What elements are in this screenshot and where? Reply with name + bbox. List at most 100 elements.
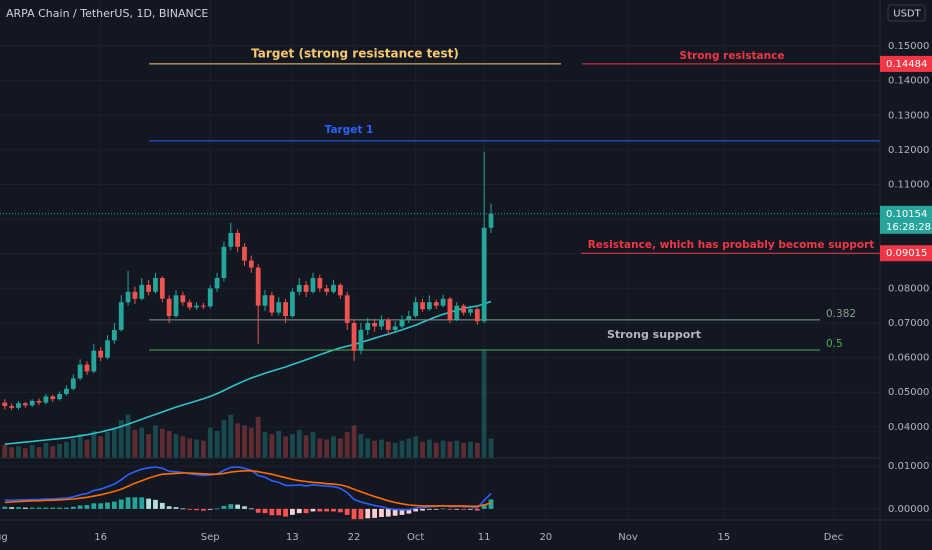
- y-tick-label: 0.11000: [888, 180, 929, 191]
- macd-histogram-bar: [91, 503, 97, 509]
- y-tick-label: 0.12000: [888, 145, 929, 156]
- candle-body: [344, 295, 350, 323]
- macd-histogram-bar: [153, 499, 158, 509]
- candle-body: [379, 319, 384, 327]
- candle-body: [64, 388, 69, 394]
- grid: [0, 0, 880, 520]
- volume-bar: [262, 432, 268, 458]
- candle-body: [447, 298, 453, 320]
- candle-body: [454, 305, 460, 320]
- macd-histogram-bar: [420, 508, 425, 511]
- x-tick-label: 15: [717, 532, 730, 543]
- x-tick-label: 20: [539, 532, 552, 543]
- macd-histogram-bar: [426, 508, 432, 510]
- macd-histogram-bar: [132, 497, 138, 509]
- last-price-badge: [880, 205, 932, 234]
- level-label: Resistance, which has probably become su…: [588, 239, 875, 251]
- macd-histogram-bar: [214, 508, 220, 510]
- candle-body: [392, 326, 398, 330]
- candle-body: [406, 316, 412, 320]
- macd-histogram-bar: [200, 508, 206, 511]
- macd-histogram-bar: [379, 508, 384, 518]
- currency-label[interactable]: USDT: [893, 9, 921, 20]
- volume-bar: [235, 423, 241, 458]
- volume-bar: [146, 434, 152, 458]
- volume-bar: [228, 414, 234, 458]
- volume-bar: [118, 420, 124, 458]
- candle-body: [132, 291, 138, 299]
- candle-body: [474, 309, 480, 322]
- macd-histogram-bar: [481, 504, 487, 509]
- volume-bar: [337, 438, 343, 458]
- volume-bar: [290, 434, 295, 458]
- candle-body: [22, 403, 28, 406]
- candle-body: [242, 246, 247, 261]
- volume-bar: [125, 414, 131, 458]
- price-badge: [880, 245, 932, 262]
- volume-bar: [77, 434, 83, 458]
- macd-histogram-bar: [344, 508, 350, 515]
- macd-histogram-bar: [139, 497, 145, 509]
- macd-histogram-bar: [317, 508, 323, 512]
- candle-body: [324, 288, 330, 292]
- candle-body: [187, 302, 193, 308]
- candle-body: [91, 350, 97, 372]
- volume-bar: [385, 441, 391, 458]
- y-tick-label: 0.07000: [888, 318, 929, 329]
- volume-bar: [50, 446, 56, 458]
- volume-bar: [255, 416, 261, 458]
- candle-body: [180, 295, 186, 303]
- macd-histogram-bar: [180, 508, 186, 510]
- macd-histogram-bar: [303, 508, 309, 514]
- currency-button[interactable]: [887, 4, 926, 22]
- volume-bar: [180, 436, 186, 458]
- macd-histogram-bar: [474, 508, 480, 511]
- macd-histogram-bar: [385, 508, 391, 517]
- candle-body: [194, 305, 199, 308]
- macd-histogram-bar: [447, 508, 453, 510]
- volume-bar: [474, 442, 480, 458]
- candle-body: [57, 393, 62, 400]
- candle-body: [111, 329, 117, 341]
- volume-bar: [221, 420, 227, 458]
- candle-body: [255, 267, 261, 306]
- macd-histogram-bar: [262, 508, 268, 514]
- candle-body: [50, 396, 56, 400]
- volume-bar: [454, 440, 460, 458]
- candle-body: [146, 284, 152, 292]
- macd-histogram-bar: [2, 506, 8, 509]
- candle-body: [351, 322, 357, 351]
- volume-bar: [344, 432, 350, 458]
- macd-histogram-bar: [406, 508, 412, 514]
- candle-body: [303, 284, 309, 292]
- candle-body: [98, 350, 104, 358]
- candle-body: [235, 232, 241, 247]
- candle-body: [426, 302, 432, 310]
- macd-histogram-bar: [98, 503, 104, 509]
- volume-bar: [324, 439, 330, 458]
- macd-histogram-bar: [57, 507, 62, 509]
- macd-histogram-bar: [43, 507, 49, 509]
- volume-bar: [296, 429, 302, 458]
- volume-bar: [64, 441, 69, 458]
- volume-bar: [406, 438, 412, 458]
- x-tick-label: Oct: [407, 532, 424, 543]
- candle-body: [29, 400, 35, 406]
- candle-body: [173, 295, 179, 317]
- macd-histogram-bar: [248, 508, 254, 510]
- volume-bar: [153, 425, 158, 458]
- macd-histogram-bar: [105, 502, 110, 509]
- candle-body: [372, 322, 377, 327]
- macd-histogram-bar: [22, 507, 28, 509]
- level-label: Target 1: [325, 124, 374, 136]
- volume-bar: [317, 438, 323, 458]
- macd-histogram-bar: [296, 508, 302, 514]
- price-badge-label: 0.09015: [886, 248, 927, 259]
- x-tick-label: Dec: [824, 532, 843, 543]
- volume-bar: [242, 425, 247, 458]
- candle-body: [207, 288, 213, 307]
- macd-histogram-bar: [187, 508, 193, 510]
- y-tick-label: 0.04000: [888, 422, 929, 433]
- candle-body: [36, 400, 42, 403]
